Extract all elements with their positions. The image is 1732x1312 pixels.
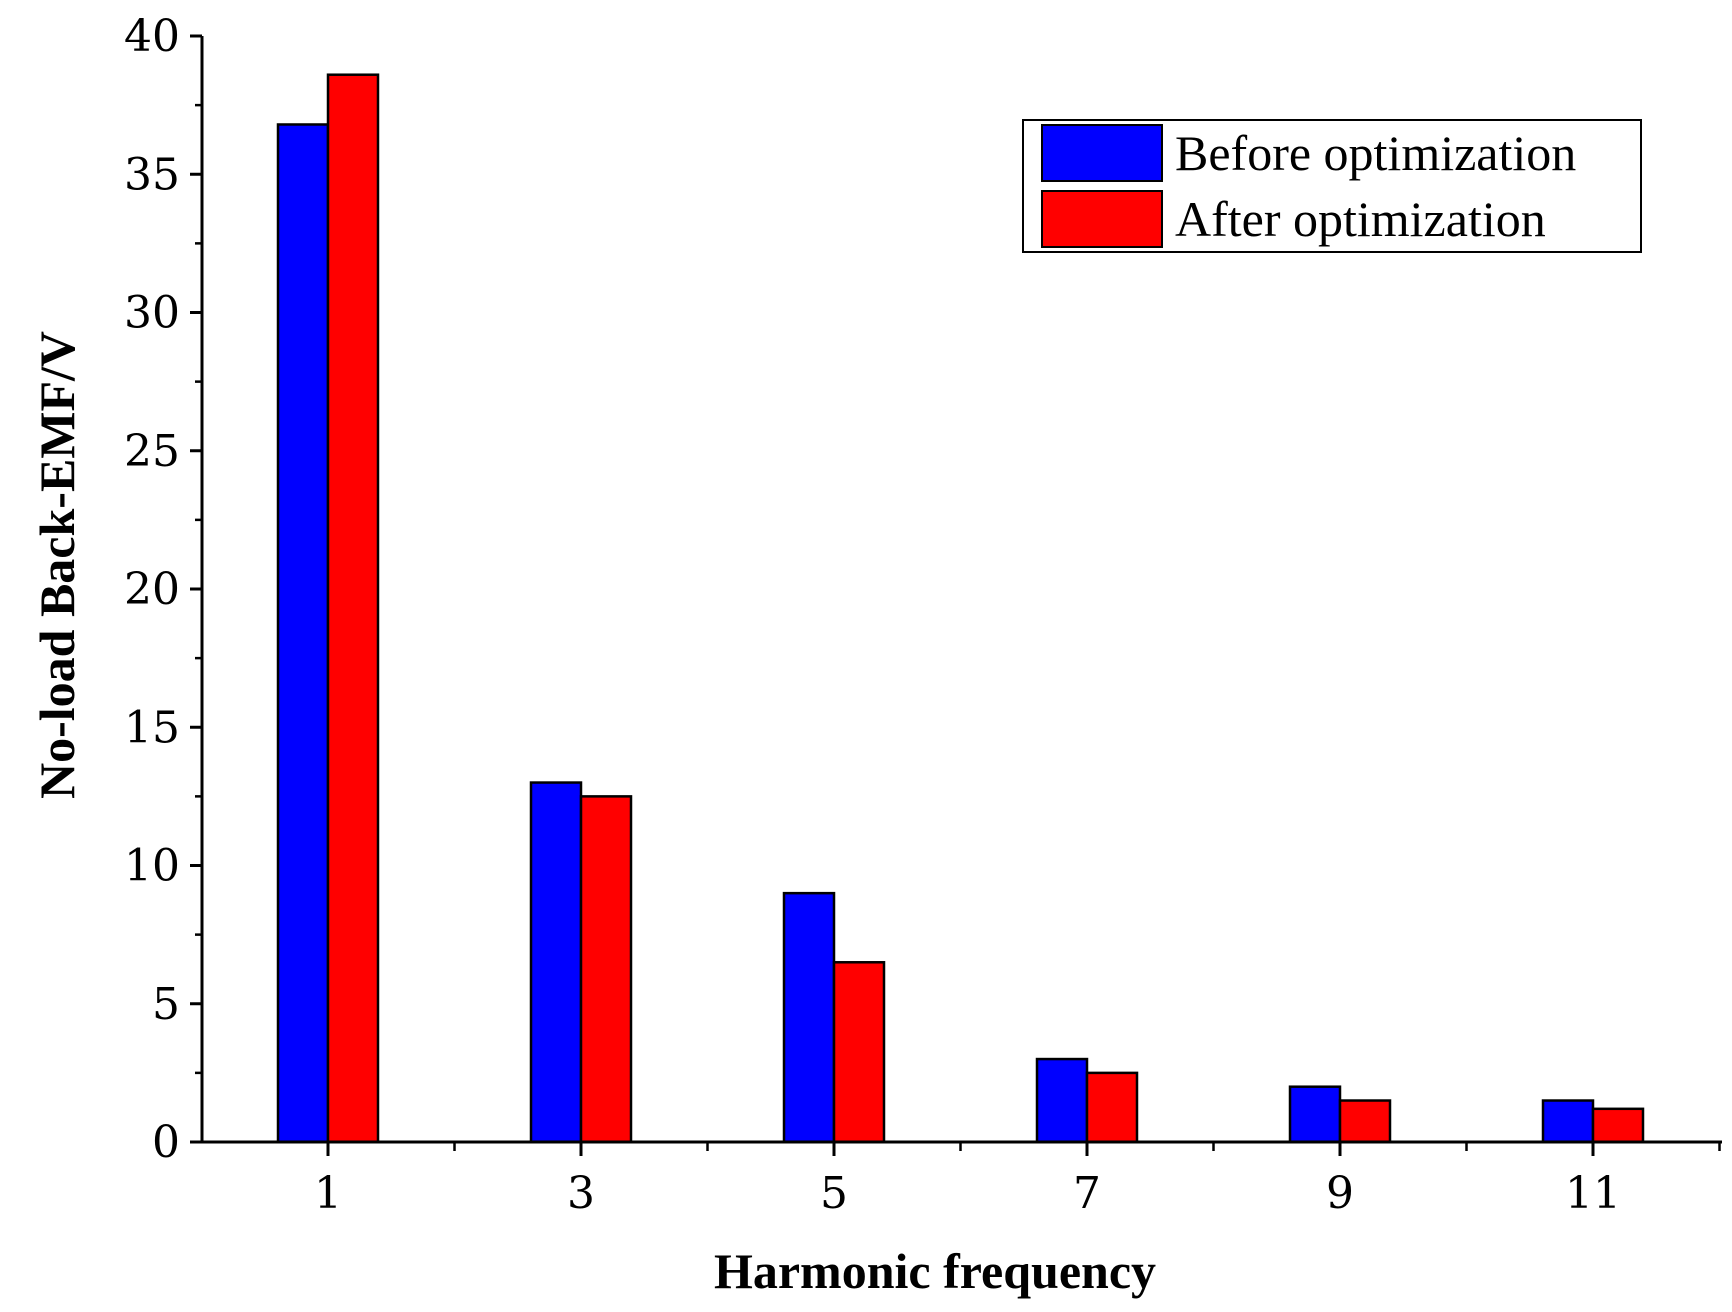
legend: Before optimization After optimization: [1022, 119, 1642, 253]
y-tick-label-35: 35: [124, 149, 180, 200]
x-tick-label-9: 9: [1326, 1168, 1354, 1219]
bar-before-h11: [1541, 1099, 1595, 1144]
y-tick-label-10: 10: [124, 841, 180, 892]
bar-before-h1: [276, 123, 330, 1144]
y-tick-label-15: 15: [124, 702, 180, 753]
x-tick-label-1: 1: [314, 1168, 342, 1219]
x-ticks: 1 3 5 7 9 11: [314, 1142, 1721, 1219]
y-axis-title: No-load Back-EMF/V: [29, 331, 85, 799]
x-tick-label-5: 5: [820, 1168, 848, 1219]
y-tick-label-0: 0: [152, 1117, 180, 1168]
y-tick-label-30: 30: [124, 288, 180, 339]
y-ticks: 0 5 10 15 20 25 30 35 40: [124, 11, 202, 1168]
x-axis-title: Harmonic frequency: [714, 1243, 1156, 1299]
x-tick-label-3: 3: [567, 1168, 595, 1219]
bar-after-h11: [1591, 1107, 1645, 1144]
legend-label-after: After optimization: [1175, 191, 1546, 247]
x-tick-label-11: 11: [1565, 1168, 1621, 1219]
legend-swatch-before: [1041, 124, 1163, 182]
bar-after-h9: [1338, 1099, 1392, 1144]
bar-after-h7: [1085, 1071, 1139, 1144]
bar-before-h5: [782, 891, 836, 1144]
bar-after-h5: [832, 961, 886, 1144]
legend-label-before: Before optimization: [1175, 125, 1576, 181]
legend-swatch-after: [1041, 190, 1163, 248]
bar-before-h3: [529, 781, 583, 1144]
bar-before-h7: [1035, 1057, 1089, 1144]
x-tick-label-7: 7: [1073, 1168, 1101, 1219]
bar-after-h1: [326, 73, 380, 1144]
y-tick-label-5: 5: [152, 979, 180, 1030]
bar-after-h3: [579, 795, 633, 1144]
y-tick-label-40: 40: [124, 11, 180, 62]
bars-layer: [276, 73, 1645, 1144]
y-tick-label-20: 20: [124, 564, 180, 615]
y-tick-label-25: 25: [124, 426, 180, 477]
bar-before-h9: [1288, 1085, 1342, 1144]
